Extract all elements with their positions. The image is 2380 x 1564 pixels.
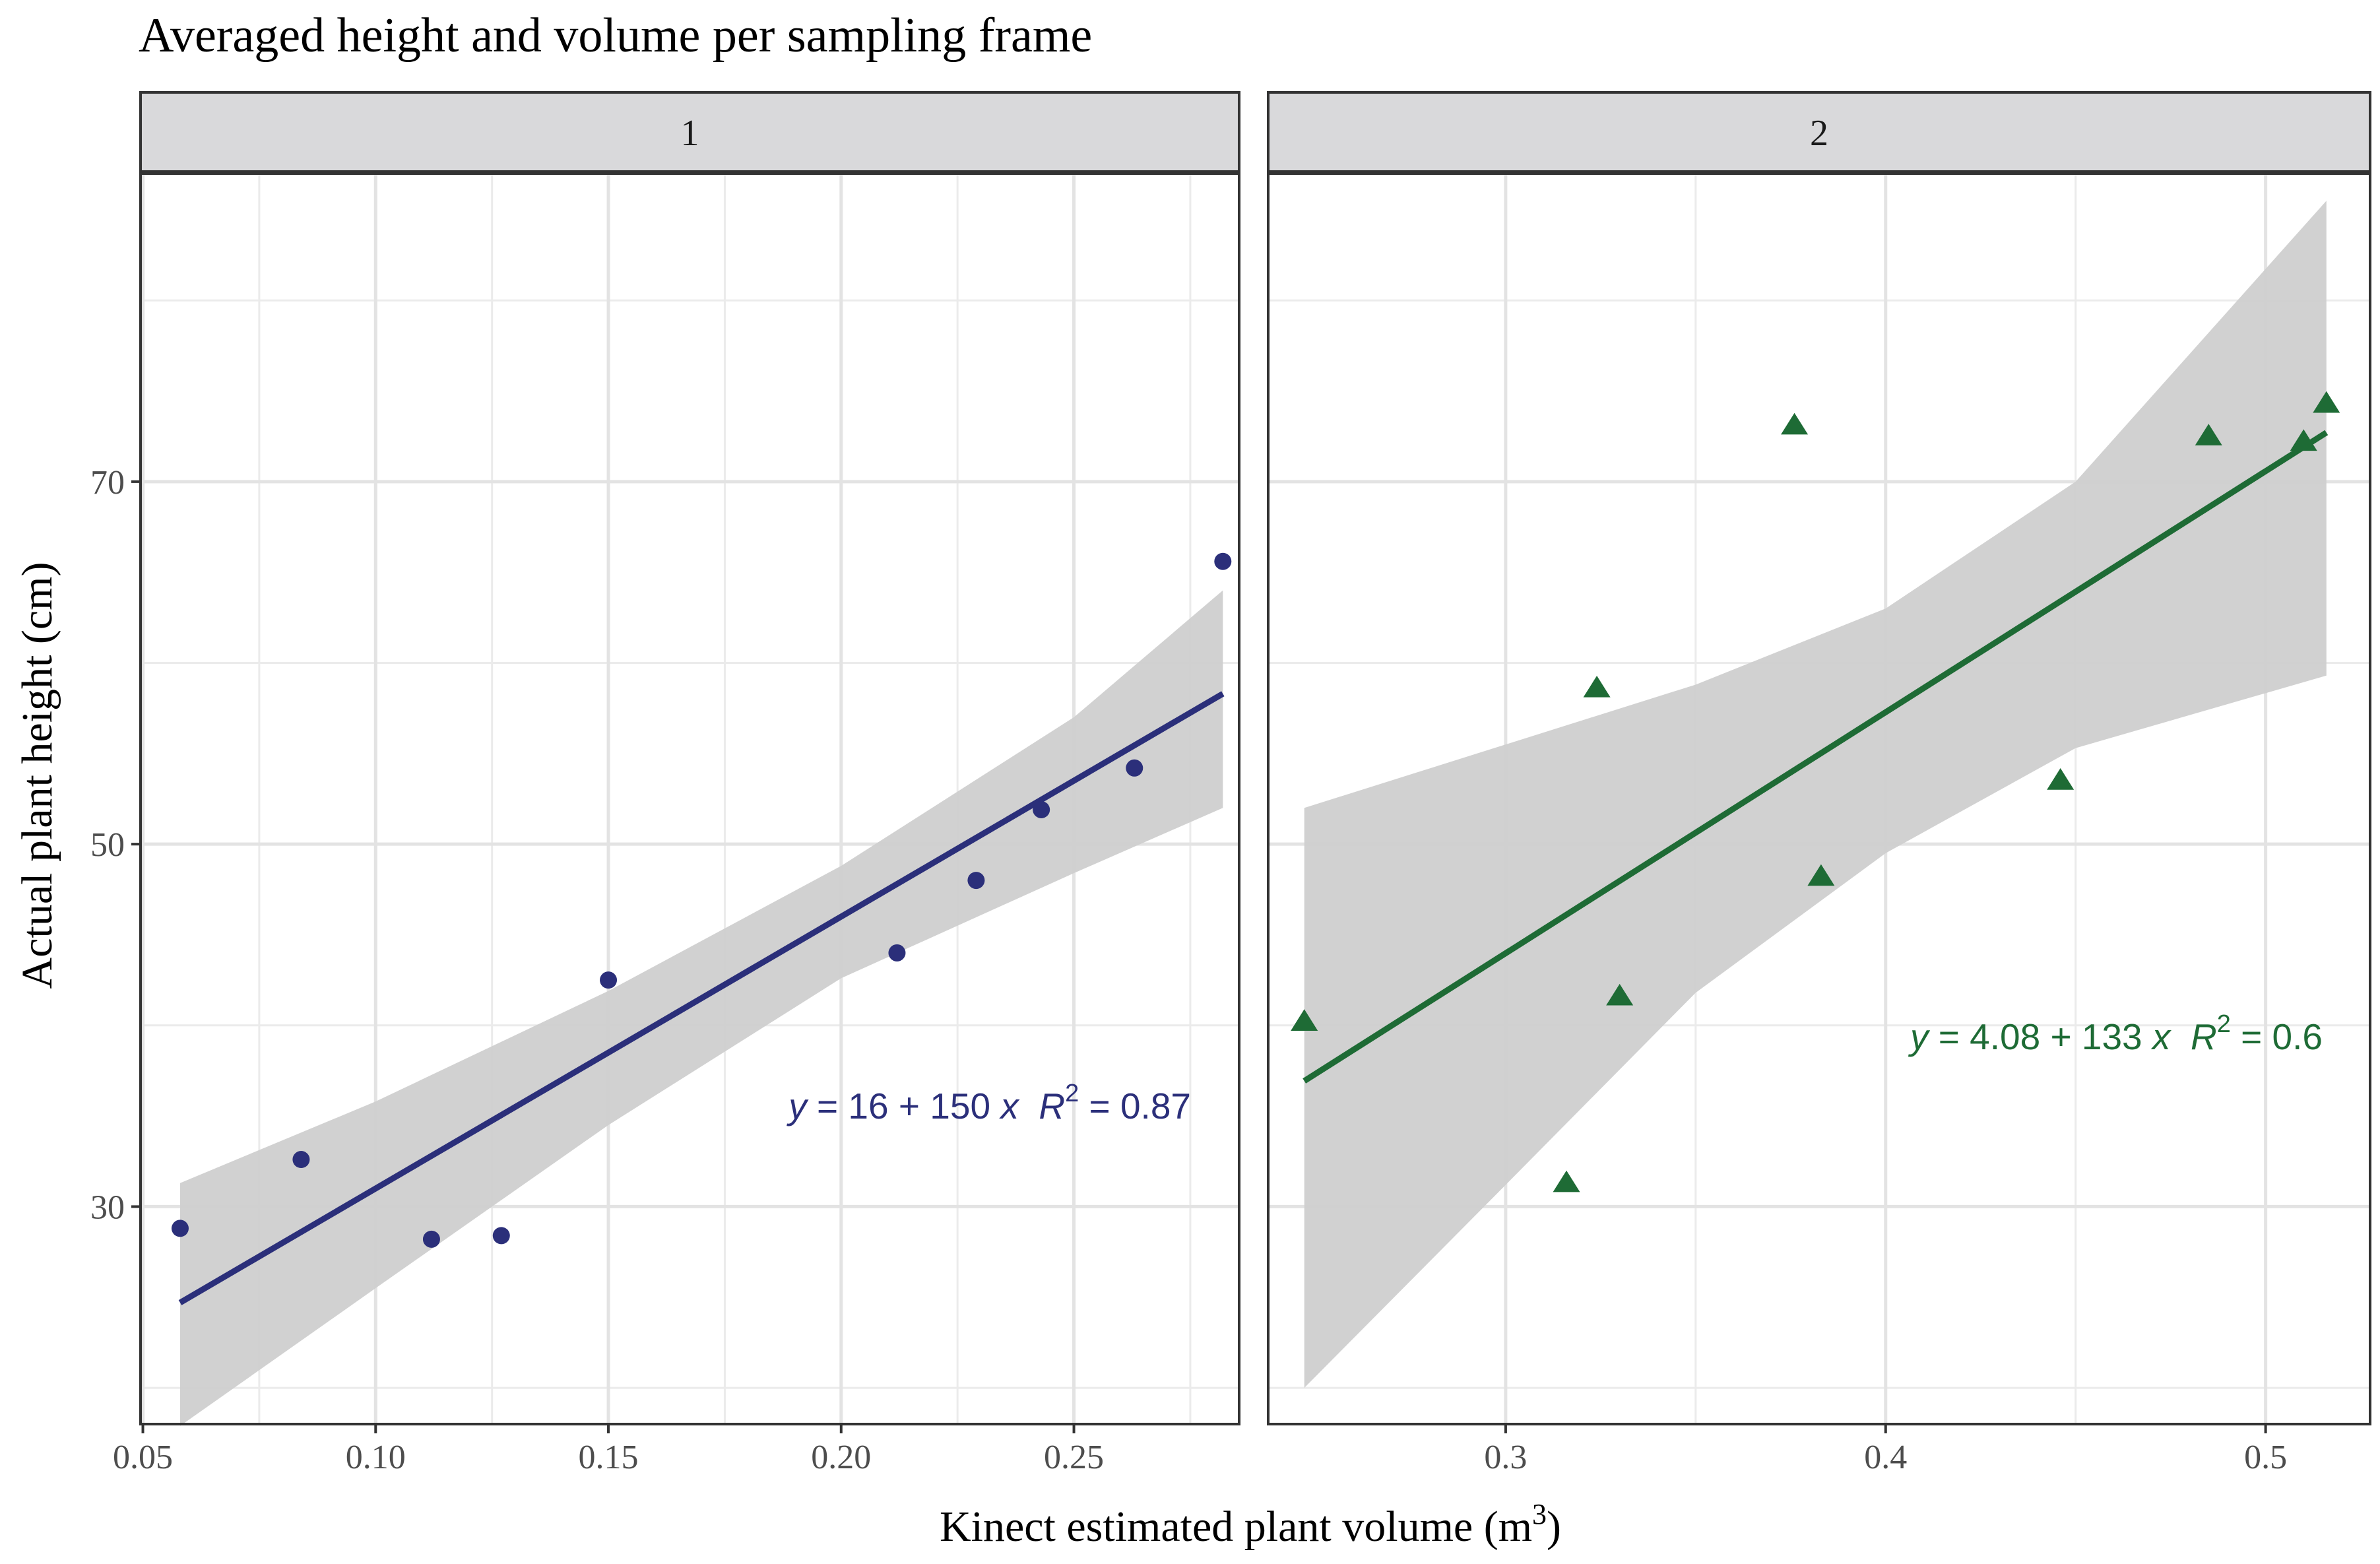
data-point	[967, 872, 985, 890]
equation-x: x	[998, 1086, 1020, 1126]
regression-line	[178, 691, 1225, 1305]
y-tick-label: 70	[90, 464, 125, 502]
r-squared-superscript: 2	[1065, 1080, 1079, 1107]
equation-x: x	[2150, 1016, 2172, 1057]
y-tick-label: 30	[90, 1189, 125, 1226]
x-axis-label-close: )	[1547, 1503, 1561, 1551]
data-point	[422, 1230, 440, 1248]
data-point	[1583, 675, 1611, 698]
data-point	[1126, 759, 1143, 777]
r-squared-superscript: 2	[2217, 1010, 2231, 1038]
data-point	[1291, 1009, 1318, 1031]
panel-border	[139, 172, 1240, 1425]
equation-spacer	[2170, 1016, 2191, 1057]
r-squared-value: = 0.87	[1079, 1086, 1191, 1126]
facet-strip	[1267, 91, 2371, 173]
panel-1: y = 16 + 150 x R2 = 0.87 1 0.05 0.10 0.15 0.2…	[90, 91, 1240, 1476]
data-point	[2313, 391, 2340, 413]
data-point	[292, 1151, 310, 1169]
data-point	[1553, 1170, 1580, 1192]
x-axis-label-superscript: 3	[1532, 1498, 1547, 1530]
data-point	[1807, 864, 1835, 886]
x-tick-label: 0.15	[579, 1439, 639, 1476]
equation-y: y	[1908, 1016, 1931, 1057]
equation-terms: = 4.08 + 133	[1928, 1016, 2152, 1057]
data-point	[1214, 552, 1232, 570]
y-tick-label: 50	[90, 826, 125, 864]
x-tick-label: 0.20	[811, 1439, 871, 1476]
data-point	[171, 1220, 189, 1237]
panel-2: y = 4.08 + 133 x R2 = 0.620.3 0.4 0.5	[1267, 91, 2371, 1476]
regression-line	[1303, 430, 2329, 1084]
equation-terms: = 16 + 150	[807, 1086, 1001, 1126]
x-axis-label: Kinect estimated plant volume (m3)	[940, 1498, 1561, 1551]
data-point	[492, 1227, 510, 1245]
x-tick-label: 0.25	[1044, 1439, 1104, 1476]
x-tick-label: 0.3	[1484, 1439, 1527, 1476]
r-squared-symbol: R	[2191, 1016, 2217, 1057]
r-squared-symbol: R	[1039, 1086, 1065, 1126]
facet-strip	[139, 91, 1240, 173]
equation-annotation: y = 4.08 + 133 x R2 = 0.6	[1908, 1010, 2323, 1057]
x-tick-label: 0.4	[1864, 1439, 1907, 1476]
data-point	[600, 971, 618, 989]
panel-border	[1267, 172, 2371, 1425]
x-tick-label: 0.05	[113, 1439, 173, 1476]
data-point	[2195, 424, 2222, 445]
x-tick-label: 0.5	[2244, 1439, 2287, 1476]
equation-annotation: y = 16 + 150 x R2 = 0.87	[786, 1080, 1191, 1126]
data-point	[1606, 983, 1634, 1006]
data-point	[2047, 768, 2074, 790]
facet-strip-label: 2	[1810, 113, 1828, 154]
equation-y: y	[786, 1086, 809, 1126]
confidence-band	[179, 590, 1223, 1426]
x-tick-label: 0.10	[346, 1439, 406, 1476]
confidence-band	[1304, 201, 2327, 1388]
equation-spacer	[1019, 1086, 1039, 1126]
data-point	[1033, 800, 1050, 818]
chart-title: Averaged height and volume per sampling …	[139, 9, 1092, 63]
facet-strip-label: 1	[681, 113, 699, 154]
x-axis-label-main: Kinect estimated plant volume (m	[940, 1503, 1532, 1551]
y-axis-label: Actual plant height (cm)	[13, 562, 61, 989]
data-point	[888, 944, 906, 961]
data-point	[1781, 412, 1809, 435]
r-squared-value: = 0.6	[2231, 1016, 2323, 1057]
data-point	[2290, 429, 2317, 451]
